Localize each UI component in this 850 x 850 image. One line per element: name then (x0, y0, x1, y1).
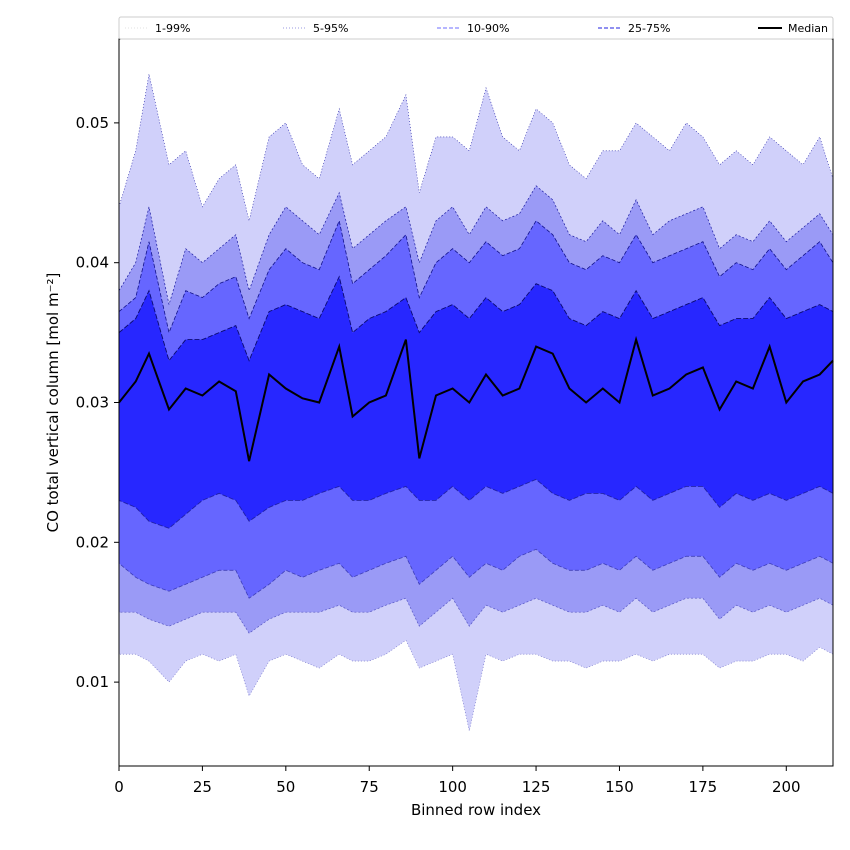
x-tick-label: 75 (360, 778, 379, 796)
x-tick-label: 125 (522, 778, 551, 796)
y-tick-label: 0.03 (76, 394, 109, 412)
y-axis: 0.01 0.02 0.03 0.04 0.05 (76, 114, 119, 691)
y-axis-label: CO total vertical column [mol m⁻²] (44, 273, 62, 533)
x-tick-label: 150 (605, 778, 634, 796)
y-tick-label: 0.04 (76, 254, 109, 272)
x-tick-label: 175 (689, 778, 718, 796)
band-5to95-upper-line (118, 185, 834, 305)
x-axis: 0 25 50 75 100 125 150 175 200 (114, 766, 801, 796)
median-line (118, 335, 834, 462)
x-tick-label: 100 (438, 778, 467, 796)
legend: 1-99% 5-95% 10-90% 25-75% Median (118, 16, 834, 40)
median-layer (118, 335, 834, 462)
band-1to99-upper-line (118, 73, 834, 221)
x-tick-label: 25 (193, 778, 212, 796)
x-tick-label: 50 (276, 778, 295, 796)
band-25to75-upper-line (118, 275, 834, 362)
band-25to75 (119, 276, 833, 529)
band-25to75-lower-line (118, 478, 834, 529)
bands-layer (118, 73, 834, 732)
x-axis-label: Binned row index (411, 801, 541, 819)
legend-label: 5-95% (313, 22, 348, 35)
x-tick-label: 0 (114, 778, 124, 796)
legend-label: 25-75% (628, 22, 670, 35)
legend-label: 10-90% (467, 22, 509, 35)
band-10to90-upper-line (118, 219, 834, 334)
band-5to95-lower-line (119, 597, 834, 634)
y-tick-label: 0.05 (76, 114, 109, 132)
legend-label: 1-99% (155, 22, 190, 35)
legend-label: Median (788, 22, 828, 35)
x-tick-label: 200 (772, 778, 801, 796)
y-tick-label: 0.02 (76, 533, 109, 551)
y-tick-label: 0.01 (76, 673, 109, 691)
legend-box (118, 16, 834, 40)
